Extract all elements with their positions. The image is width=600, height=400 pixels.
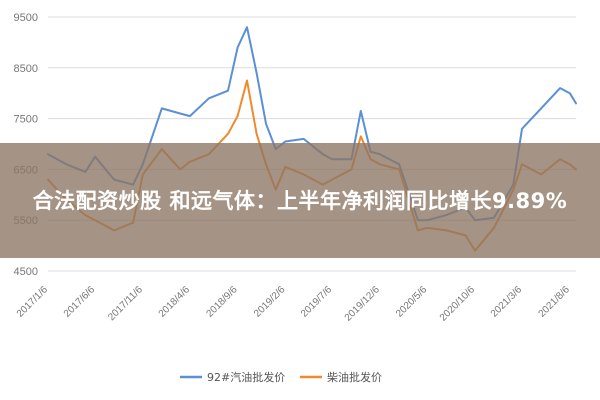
headline-title: 合法配资炒股 和远气体：上半年净利润同比增长9.89% (32, 188, 568, 213)
x-tick-label: 2020/5/6 (394, 284, 430, 320)
y-tick-label: 8500 (14, 63, 38, 75)
legend-label: 92#汽油批发价 (207, 370, 285, 384)
x-tick-label: 2019/12/6 (343, 284, 383, 324)
x-axis-ticks: 2017/1/6 2017/6/6 2017/11/6 2018/4/6 2018/9/… (15, 284, 572, 324)
y-tick-label: 7500 (14, 114, 38, 126)
y-tick-label: 9500 (14, 12, 38, 24)
x-tick-label: 2021/8/6 (537, 284, 573, 320)
y-tick-label: 4500 (14, 266, 38, 278)
x-tick-label: 2019/7/6 (299, 284, 335, 320)
x-tick-label: 2017/1/6 (15, 284, 51, 320)
x-tick-label: 2018/9/6 (204, 284, 240, 320)
headline-banner: 合法配资炒股 和远气体：上半年净利润同比增长9.89% (0, 143, 600, 258)
x-tick-label: 2018/4/6 (157, 284, 193, 320)
legend: 92#汽油批发价 柴油批发价 (180, 370, 382, 384)
legend-label: 柴油批发价 (327, 370, 382, 384)
x-tick-label: 2020/10/6 (438, 284, 478, 324)
x-tick-label: 2017/6/6 (62, 284, 98, 320)
x-tick-label: 2019/2/6 (252, 284, 288, 320)
x-tick-label: 2021/3/6 (489, 284, 525, 320)
x-tick-label: 2017/11/6 (106, 284, 145, 323)
